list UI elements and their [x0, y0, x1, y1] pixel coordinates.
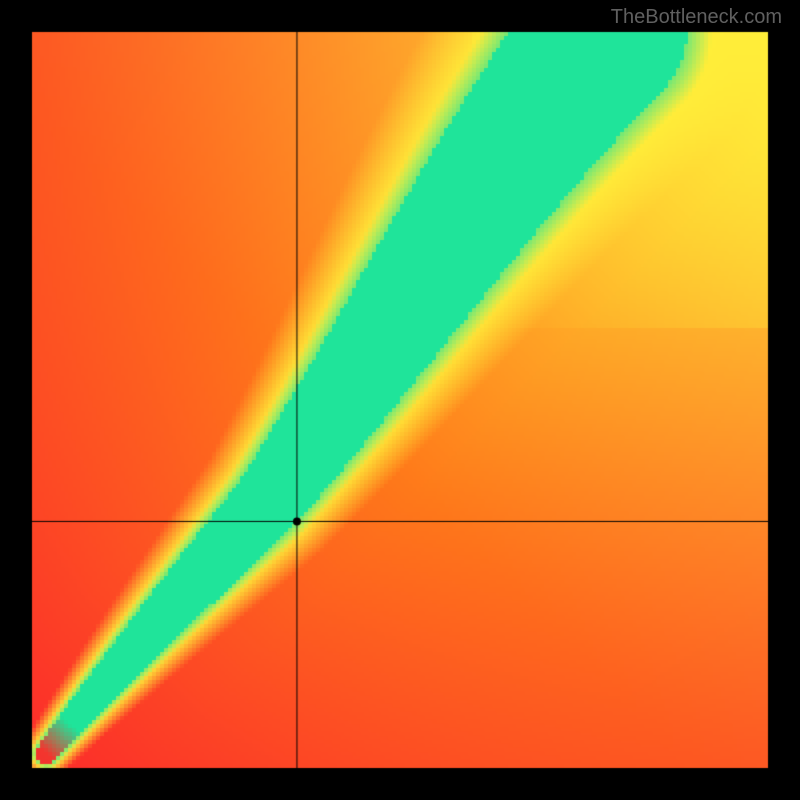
- chart-container: TheBottleneck.com: [0, 0, 800, 800]
- heatmap-canvas: [0, 0, 800, 800]
- watermark-text: TheBottleneck.com: [611, 6, 782, 29]
